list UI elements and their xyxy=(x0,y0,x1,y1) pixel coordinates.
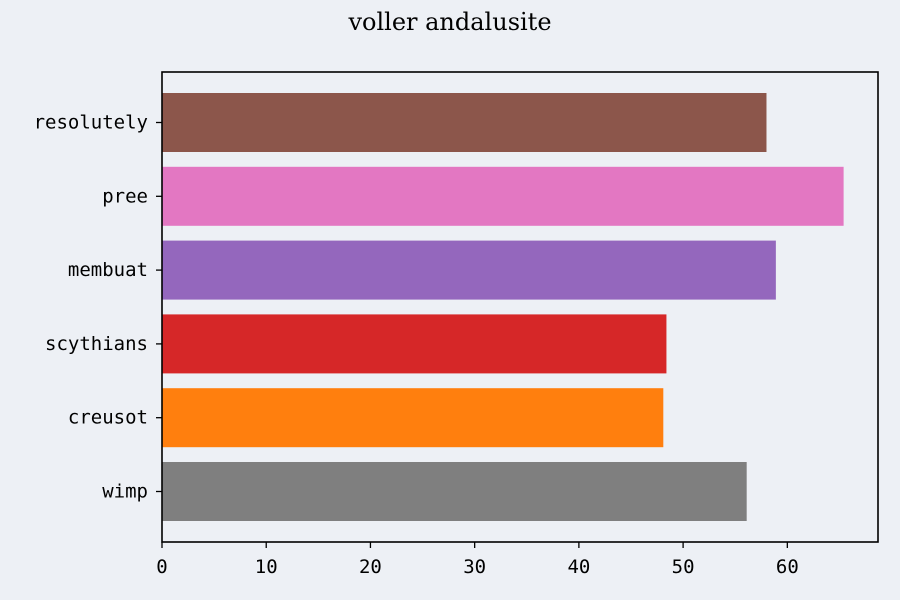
x-tick-label: 30 xyxy=(463,556,486,578)
x-tick-label: 20 xyxy=(359,556,382,578)
x-tick-label: 10 xyxy=(255,556,278,578)
bar-wimp xyxy=(162,462,747,521)
x-tick-label: 40 xyxy=(567,556,590,578)
y-tick-label: membuat xyxy=(68,259,148,281)
bar-pree xyxy=(162,166,844,226)
y-tick-label: creusot xyxy=(68,407,148,429)
plot-frame xyxy=(161,71,879,543)
bar-membuat xyxy=(162,240,776,300)
x-tick-label: 50 xyxy=(672,556,695,578)
bar-resolutely xyxy=(162,93,767,152)
y-tick-label: pree xyxy=(102,185,148,207)
y-tick-label: resolutely xyxy=(34,112,148,134)
y-axis-ticks: resolutely pree membuat scythians creusot wim… xyxy=(34,112,162,503)
x-tick-label: 60 xyxy=(776,556,799,578)
bars-group xyxy=(162,93,844,521)
y-tick-label: wimp xyxy=(102,481,148,503)
x-axis-ticks: 0 10 20 30 40 50 60 xyxy=(156,542,799,578)
y-tick-label: scythians xyxy=(45,333,148,355)
bar-scythians xyxy=(162,314,667,374)
x-tick-label: 0 xyxy=(156,556,167,578)
bar-creusot xyxy=(162,388,664,448)
chart-title: voller andalusite xyxy=(347,8,551,36)
